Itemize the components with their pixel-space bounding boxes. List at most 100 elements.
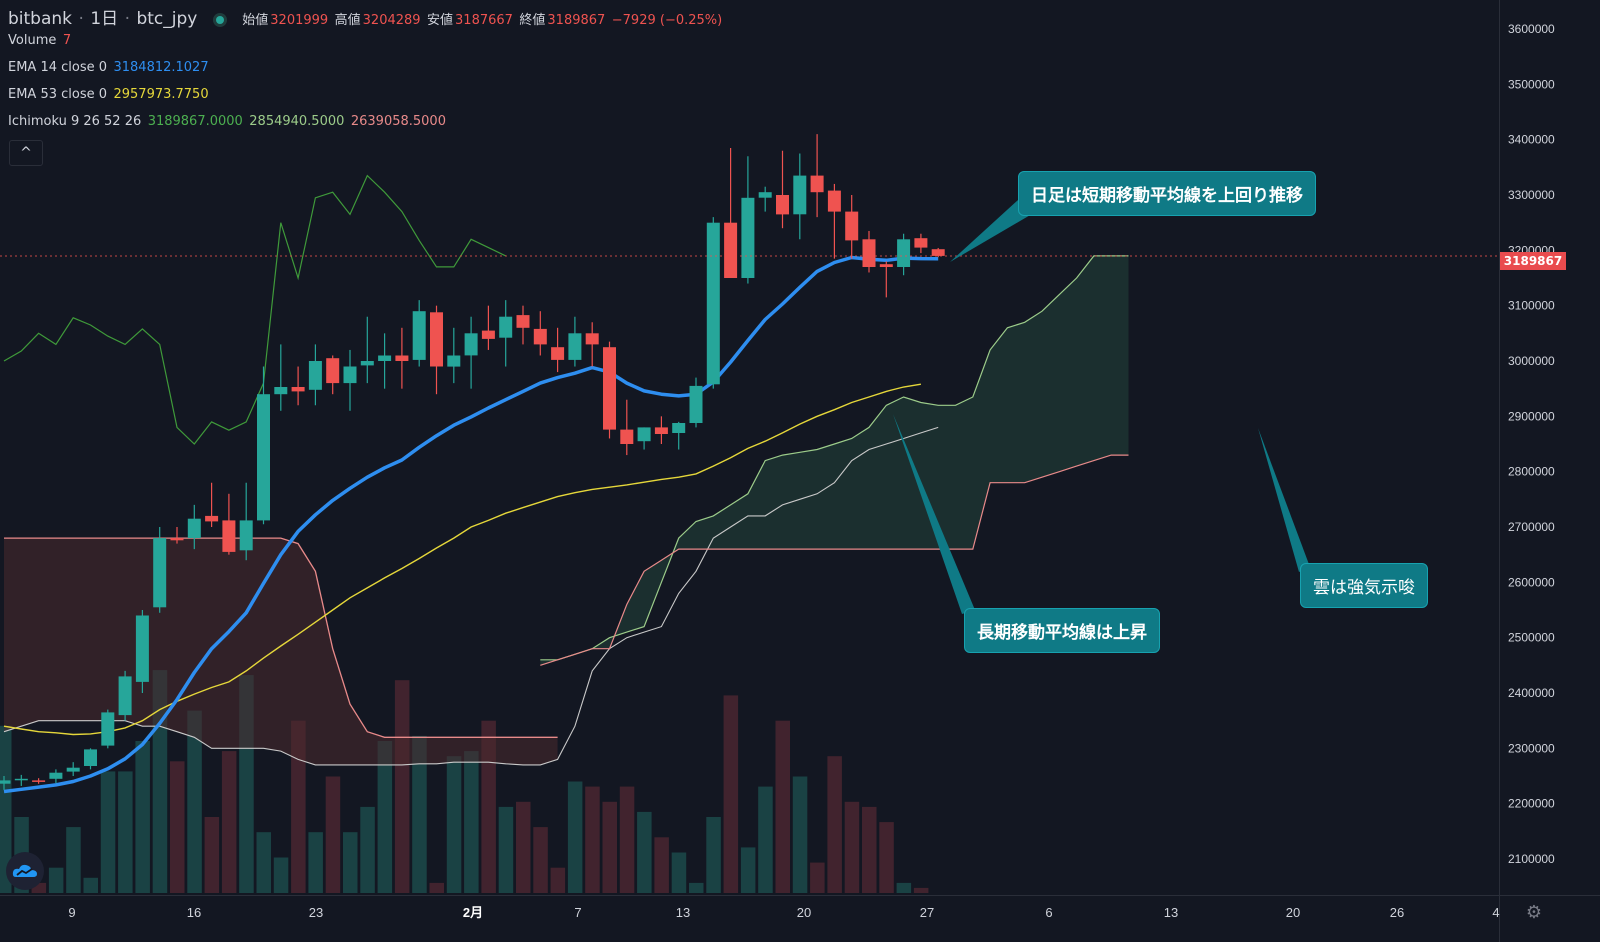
volume-bar xyxy=(0,725,12,893)
x-tick-label: 6 xyxy=(1045,905,1052,920)
volume-bar xyxy=(758,786,773,893)
volume-bar xyxy=(516,801,531,893)
annotation-short-ema[interactable]: 日足は短期移動平均線を上回り推移 xyxy=(1018,171,1316,216)
volume-bar xyxy=(481,720,496,893)
candle xyxy=(274,344,288,411)
cloud-logo-icon xyxy=(12,864,38,877)
candle xyxy=(378,333,392,389)
kijun-line xyxy=(4,537,558,738)
candle xyxy=(84,748,97,770)
candle-body xyxy=(447,355,461,367)
candle xyxy=(101,709,115,749)
candle-body xyxy=(897,239,911,267)
candle xyxy=(793,153,807,240)
ema53-line xyxy=(3,383,922,736)
candle-body xyxy=(395,355,409,361)
candle xyxy=(897,233,911,276)
candle xyxy=(308,344,322,406)
tradingview-logo[interactable] xyxy=(6,852,44,890)
volume-bar xyxy=(170,761,185,893)
volume-bar xyxy=(671,852,687,893)
volume-bar xyxy=(827,756,842,893)
candle-body xyxy=(741,197,755,278)
ema53-legend[interactable]: EMA 53 close 0 2957973.7750 xyxy=(8,86,211,102)
candle-body xyxy=(430,312,443,367)
y-tick-label: 2500000 xyxy=(1508,631,1555,645)
candle-body xyxy=(135,615,149,682)
open-value: 3201999 xyxy=(270,13,329,28)
candle-body xyxy=(481,330,495,339)
y-tick-label: 2400000 xyxy=(1508,686,1555,700)
volume-bar xyxy=(879,822,894,893)
exchange-name: bitbank xyxy=(8,9,73,29)
volume-bar xyxy=(187,710,202,893)
candle-body xyxy=(603,347,616,430)
candle xyxy=(689,377,703,428)
candle xyxy=(810,134,824,218)
x-tick-label: 7 xyxy=(574,905,581,920)
callout-pointer-short-ema xyxy=(950,200,1032,262)
ichimoku-cloud xyxy=(540,255,1129,666)
candle-body xyxy=(66,767,80,772)
candle xyxy=(516,305,530,345)
candle xyxy=(499,300,513,367)
volume-bar xyxy=(602,801,617,893)
volume-bar xyxy=(343,832,358,893)
annotation-cloud-text: 雲は強気示唆 xyxy=(1313,578,1415,598)
collapse-legend-button[interactable]: ^ xyxy=(9,140,43,166)
x-tick-label: 13 xyxy=(1164,905,1178,920)
symbol-name[interactable]: btc_jpy xyxy=(136,9,198,29)
candle xyxy=(170,527,184,544)
candle-body xyxy=(499,316,513,338)
volume-bar xyxy=(429,882,444,893)
candle-body xyxy=(49,772,63,779)
volume-bar xyxy=(862,806,877,893)
settings-gear-icon: ⚙ xyxy=(1526,902,1542,923)
volume-legend[interactable]: Volume 7 xyxy=(8,32,73,48)
x-tick-label: 4 xyxy=(1492,905,1499,920)
candle xyxy=(533,311,547,356)
volume-bar xyxy=(31,882,47,893)
candle-body xyxy=(914,238,928,248)
ema14-label: EMA 14 close 0 xyxy=(8,60,108,75)
interval[interactable]: 1日 xyxy=(90,9,119,29)
high-value: 3204289 xyxy=(362,13,421,28)
candle xyxy=(239,482,253,561)
callout-pointer-long-ema xyxy=(893,414,975,614)
volume-bar xyxy=(567,781,583,893)
callout-pointer-cloud xyxy=(1258,428,1310,572)
cloud-fill xyxy=(540,255,1129,666)
callout-pointers xyxy=(893,200,1310,614)
candle xyxy=(827,183,841,259)
candle xyxy=(724,147,738,278)
x-tick-label: 27 xyxy=(920,905,934,920)
candle-body xyxy=(724,222,738,278)
volume-bar xyxy=(204,817,220,893)
volume-bar xyxy=(723,695,739,893)
volume-bar xyxy=(100,771,116,893)
ema53-value: 2957973.7750 xyxy=(113,87,209,102)
tenkan-line xyxy=(3,426,939,766)
y-tick-label: 2100000 xyxy=(1508,852,1555,866)
candle-body xyxy=(32,780,46,782)
current-price-tag: 3189867 xyxy=(1500,252,1566,270)
volume-bar xyxy=(775,720,790,893)
candle-body xyxy=(153,538,167,608)
candle-body xyxy=(360,361,374,366)
candle-body xyxy=(326,358,340,384)
annotation-cloud[interactable]: 雲は強気示唆 xyxy=(1300,563,1428,608)
volume-bar xyxy=(913,887,929,893)
volume-bar xyxy=(221,751,237,893)
candle-body xyxy=(14,778,28,781)
ichimoku-legend[interactable]: Ichimoku 9 26 52 26 3189867.0000 2854940… xyxy=(8,113,448,129)
change-value: −7929 (−0.25%) xyxy=(611,13,723,28)
candle-body xyxy=(706,222,720,385)
candle xyxy=(291,366,305,406)
candle xyxy=(153,527,167,613)
ema14-legend[interactable]: EMA 14 close 0 3184812.1027 xyxy=(8,59,211,75)
candle xyxy=(654,416,668,444)
annotation-long-ema[interactable]: 長期移動平均線は上昇 xyxy=(964,608,1160,653)
candle-body xyxy=(257,394,270,521)
y-tick-label: 3300000 xyxy=(1508,188,1555,202)
